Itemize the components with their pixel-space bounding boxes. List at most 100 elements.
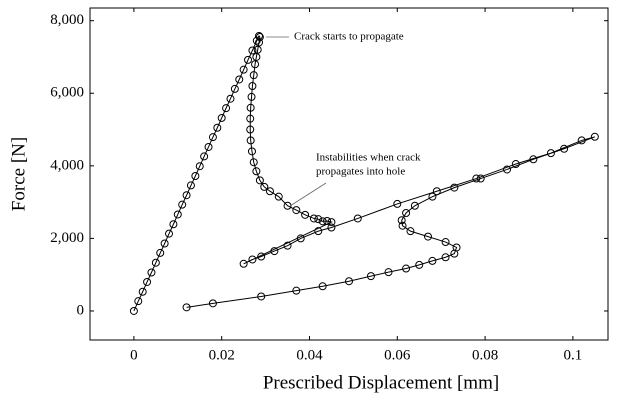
x-tick-label: 0.04 [296, 347, 323, 363]
data-marker [402, 264, 411, 273]
data-marker [441, 253, 450, 262]
data-marker [424, 232, 433, 241]
data-marker [301, 210, 310, 219]
y-tick-label: 6,000 [50, 85, 84, 101]
data-marker [511, 160, 520, 169]
data-marker [265, 187, 274, 196]
data-marker [251, 60, 260, 69]
data-marker [239, 259, 248, 268]
data-line [133, 35, 596, 312]
data-marker [318, 217, 327, 226]
data-marker [246, 103, 255, 112]
data-marker [156, 248, 165, 257]
data-marker [318, 282, 327, 291]
y-axis-label: Force [N] [8, 137, 29, 211]
y-tick-label: 2,000 [50, 230, 84, 246]
data-marker [353, 214, 362, 223]
data-marker [432, 187, 441, 196]
data-marker [410, 201, 419, 210]
data-marker [246, 114, 255, 123]
data-marker [590, 132, 599, 141]
data-marker [546, 149, 555, 158]
data-marker [292, 286, 301, 295]
data-marker [529, 155, 538, 164]
data-marker [441, 238, 450, 247]
data-marker [129, 306, 138, 315]
data-marker [169, 220, 178, 229]
data-marker [366, 272, 375, 281]
annotation: Instabilities when crack [316, 152, 421, 164]
data-marker [134, 297, 143, 306]
data-marker [323, 216, 332, 225]
data-marker [560, 144, 569, 153]
data-marker [274, 192, 283, 201]
data-marker [208, 299, 217, 308]
y-tick-label: 4,000 [50, 157, 84, 173]
data-marker [309, 214, 318, 223]
data-marker [239, 65, 248, 74]
data-marker [182, 303, 191, 312]
data-marker [296, 234, 305, 243]
data-marker [246, 125, 255, 134]
data-marker [472, 174, 481, 183]
data-marker [476, 174, 485, 183]
data-marker [213, 123, 222, 132]
data-marker [252, 167, 261, 176]
data-marker [345, 277, 353, 286]
data-marker [147, 268, 156, 277]
data-marker [255, 33, 264, 42]
data-marker [402, 209, 411, 218]
data-marker [393, 199, 402, 208]
data-marker [327, 218, 336, 227]
data-marker [270, 247, 279, 256]
annotation: Crack starts to propagate [294, 31, 404, 43]
data-marker [160, 239, 169, 248]
data-marker [204, 142, 213, 151]
data-marker [314, 215, 323, 224]
data-marker [384, 268, 393, 277]
data-marker [191, 171, 200, 180]
data-marker [246, 136, 255, 145]
data-marker [249, 71, 258, 80]
y-tick-label: 8,000 [50, 12, 84, 28]
plot-frame [89, 7, 609, 341]
data-marker [143, 277, 152, 286]
data-marker [200, 152, 209, 161]
data-marker [450, 183, 459, 192]
x-tick-label: 0.1 [564, 347, 583, 363]
data-marker [257, 292, 266, 301]
data-marker [415, 260, 424, 269]
data-marker [503, 165, 512, 174]
data-marker [428, 256, 437, 265]
data-marker [248, 82, 257, 91]
x-tick-label: 0.08 [472, 347, 498, 363]
data-marker [226, 94, 235, 103]
x-tick-label: 0 [130, 347, 138, 363]
data-marker [178, 200, 187, 209]
data-marker [428, 192, 437, 201]
data-marker [222, 104, 231, 113]
data-marker [151, 258, 160, 267]
data-marker [327, 223, 336, 232]
data-marker [406, 227, 415, 236]
data-marker [260, 182, 269, 191]
data-marker [208, 133, 217, 142]
data-marker [255, 176, 264, 185]
x-axis-label: Prescribed Displacement [mm] [263, 372, 499, 393]
data-marker [450, 249, 459, 258]
data-marker [230, 84, 239, 93]
data-marker [182, 191, 191, 200]
annotation: propagates into hole [316, 166, 405, 178]
data-marker [249, 158, 258, 167]
data-marker [235, 75, 244, 84]
annotation-leader [289, 182, 327, 207]
x-tick-label: 0.02 [209, 347, 235, 363]
data-marker [195, 162, 204, 171]
data-marker [398, 221, 407, 230]
y-tick-label: 0 [77, 302, 85, 318]
data-marker [257, 252, 266, 261]
data-marker [244, 55, 253, 64]
data-marker [165, 229, 174, 238]
data-marker [397, 216, 406, 225]
